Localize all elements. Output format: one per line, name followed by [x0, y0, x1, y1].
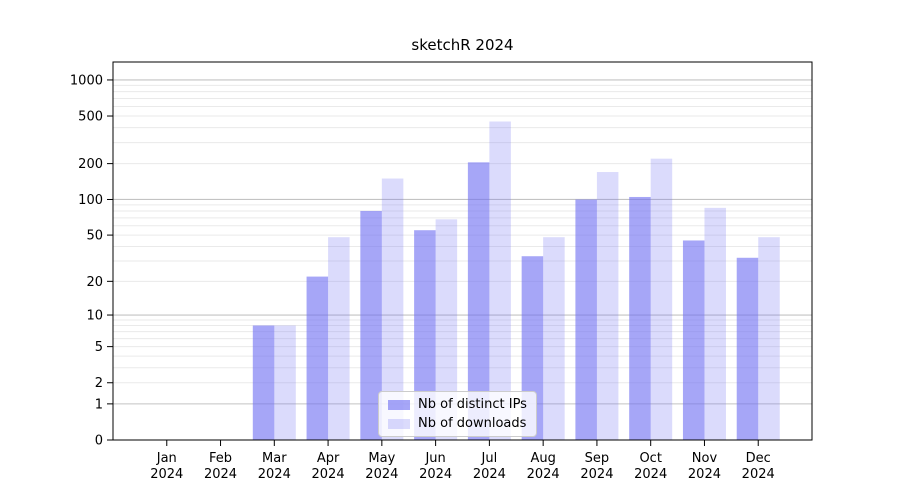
legend-label-downloads: Nb of downloads: [418, 416, 527, 431]
bar-nb-of-downloads-jul: [489, 121, 511, 441]
bar-nb-of-distinct-ips-mar: [252, 325, 275, 440]
y-tick-label: 2: [95, 376, 103, 391]
bar-nb-of-distinct-ips-dec: [736, 257, 759, 440]
x-tick-label-year: 2024: [742, 467, 775, 482]
x-tick-label-year: 2024: [312, 467, 345, 482]
x-tick-label-year: 2024: [473, 467, 506, 482]
legend-row-distinct-ips: Nb of distinct IPs: [388, 397, 527, 412]
bar-nb-of-downloads-apr: [328, 237, 350, 440]
x-tick-label-year: 2024: [688, 467, 721, 482]
x-tick-label-month: May: [368, 451, 395, 466]
x-tick-label-month: Sep: [585, 451, 610, 466]
y-tick-label: 100: [78, 193, 103, 208]
x-tick-label-month: Oct: [639, 451, 661, 466]
bar-nb-of-downloads-mar: [274, 325, 296, 440]
legend-label-distinct-ips: Nb of distinct IPs: [418, 397, 527, 412]
legend: Nb of distinct IPs Nb of downloads: [378, 391, 537, 437]
bar-nb-of-downloads-nov: [704, 207, 726, 440]
x-tick-label-month: Mar: [262, 451, 287, 466]
y-tick-label: 20: [86, 275, 103, 290]
y-tick-label: 1: [95, 397, 103, 412]
y-tick-label: 0: [95, 434, 103, 449]
bar-nb-of-downloads-aug: [543, 237, 565, 440]
x-tick-label-year: 2024: [634, 467, 667, 482]
x-tick-label-month: Jul: [481, 451, 498, 466]
chart-title: sketchR 2024: [411, 36, 514, 54]
bar-nb-of-downloads-sep: [596, 172, 619, 440]
y-tick-label: 200: [78, 157, 103, 172]
x-tick-label-month: Jan: [156, 451, 177, 466]
bar-nb-of-distinct-ips-sep: [575, 199, 597, 440]
bar-nb-of-distinct-ips-apr: [306, 276, 329, 440]
bar-nb-of-distinct-ips-jun: [414, 230, 436, 440]
x-tick-label-year: 2024: [258, 467, 291, 482]
y-tick-label: 50: [86, 229, 103, 244]
legend-swatch-distinct-ips: [388, 399, 410, 410]
x-tick-label-year: 2024: [527, 467, 560, 482]
bar-nb-of-distinct-ips-oct: [629, 196, 651, 440]
x-tick-label-year: 2024: [365, 467, 398, 482]
x-tick-label-month: Apr: [317, 451, 340, 466]
x-tick-label-year: 2024: [419, 467, 452, 482]
x-tick-label-year: 2024: [150, 467, 183, 482]
x-tick-label-month: Nov: [692, 451, 718, 466]
bar-nb-of-downloads-may: [381, 178, 404, 440]
legend-row-downloads: Nb of downloads: [388, 416, 527, 431]
x-tick-label-month: Aug: [530, 451, 555, 466]
bar-nb-of-distinct-ips-jul: [467, 162, 490, 440]
y-tick-label: 5: [95, 340, 103, 355]
axes-frame: [112, 61, 813, 441]
x-tick-label-year: 2024: [580, 467, 613, 482]
x-tick-label-month: Dec: [746, 451, 771, 466]
legend-swatch-downloads: [388, 418, 410, 429]
bar-nb-of-distinct-ips-nov: [682, 240, 705, 440]
bar-nb-of-downloads-oct: [650, 158, 673, 441]
y-tick-label: 500: [78, 110, 103, 125]
x-tick-label-year: 2024: [204, 467, 237, 482]
x-tick-label-month: Jun: [424, 451, 445, 466]
bar-nb-of-downloads-dec: [758, 237, 780, 440]
bar-nb-of-downloads-jun: [435, 219, 458, 440]
y-tick-label: 10: [86, 309, 103, 324]
x-tick-label-month: Feb: [209, 451, 232, 466]
y-tick-label: 1000: [70, 73, 103, 88]
bar-nb-of-distinct-ips-may: [360, 210, 382, 440]
